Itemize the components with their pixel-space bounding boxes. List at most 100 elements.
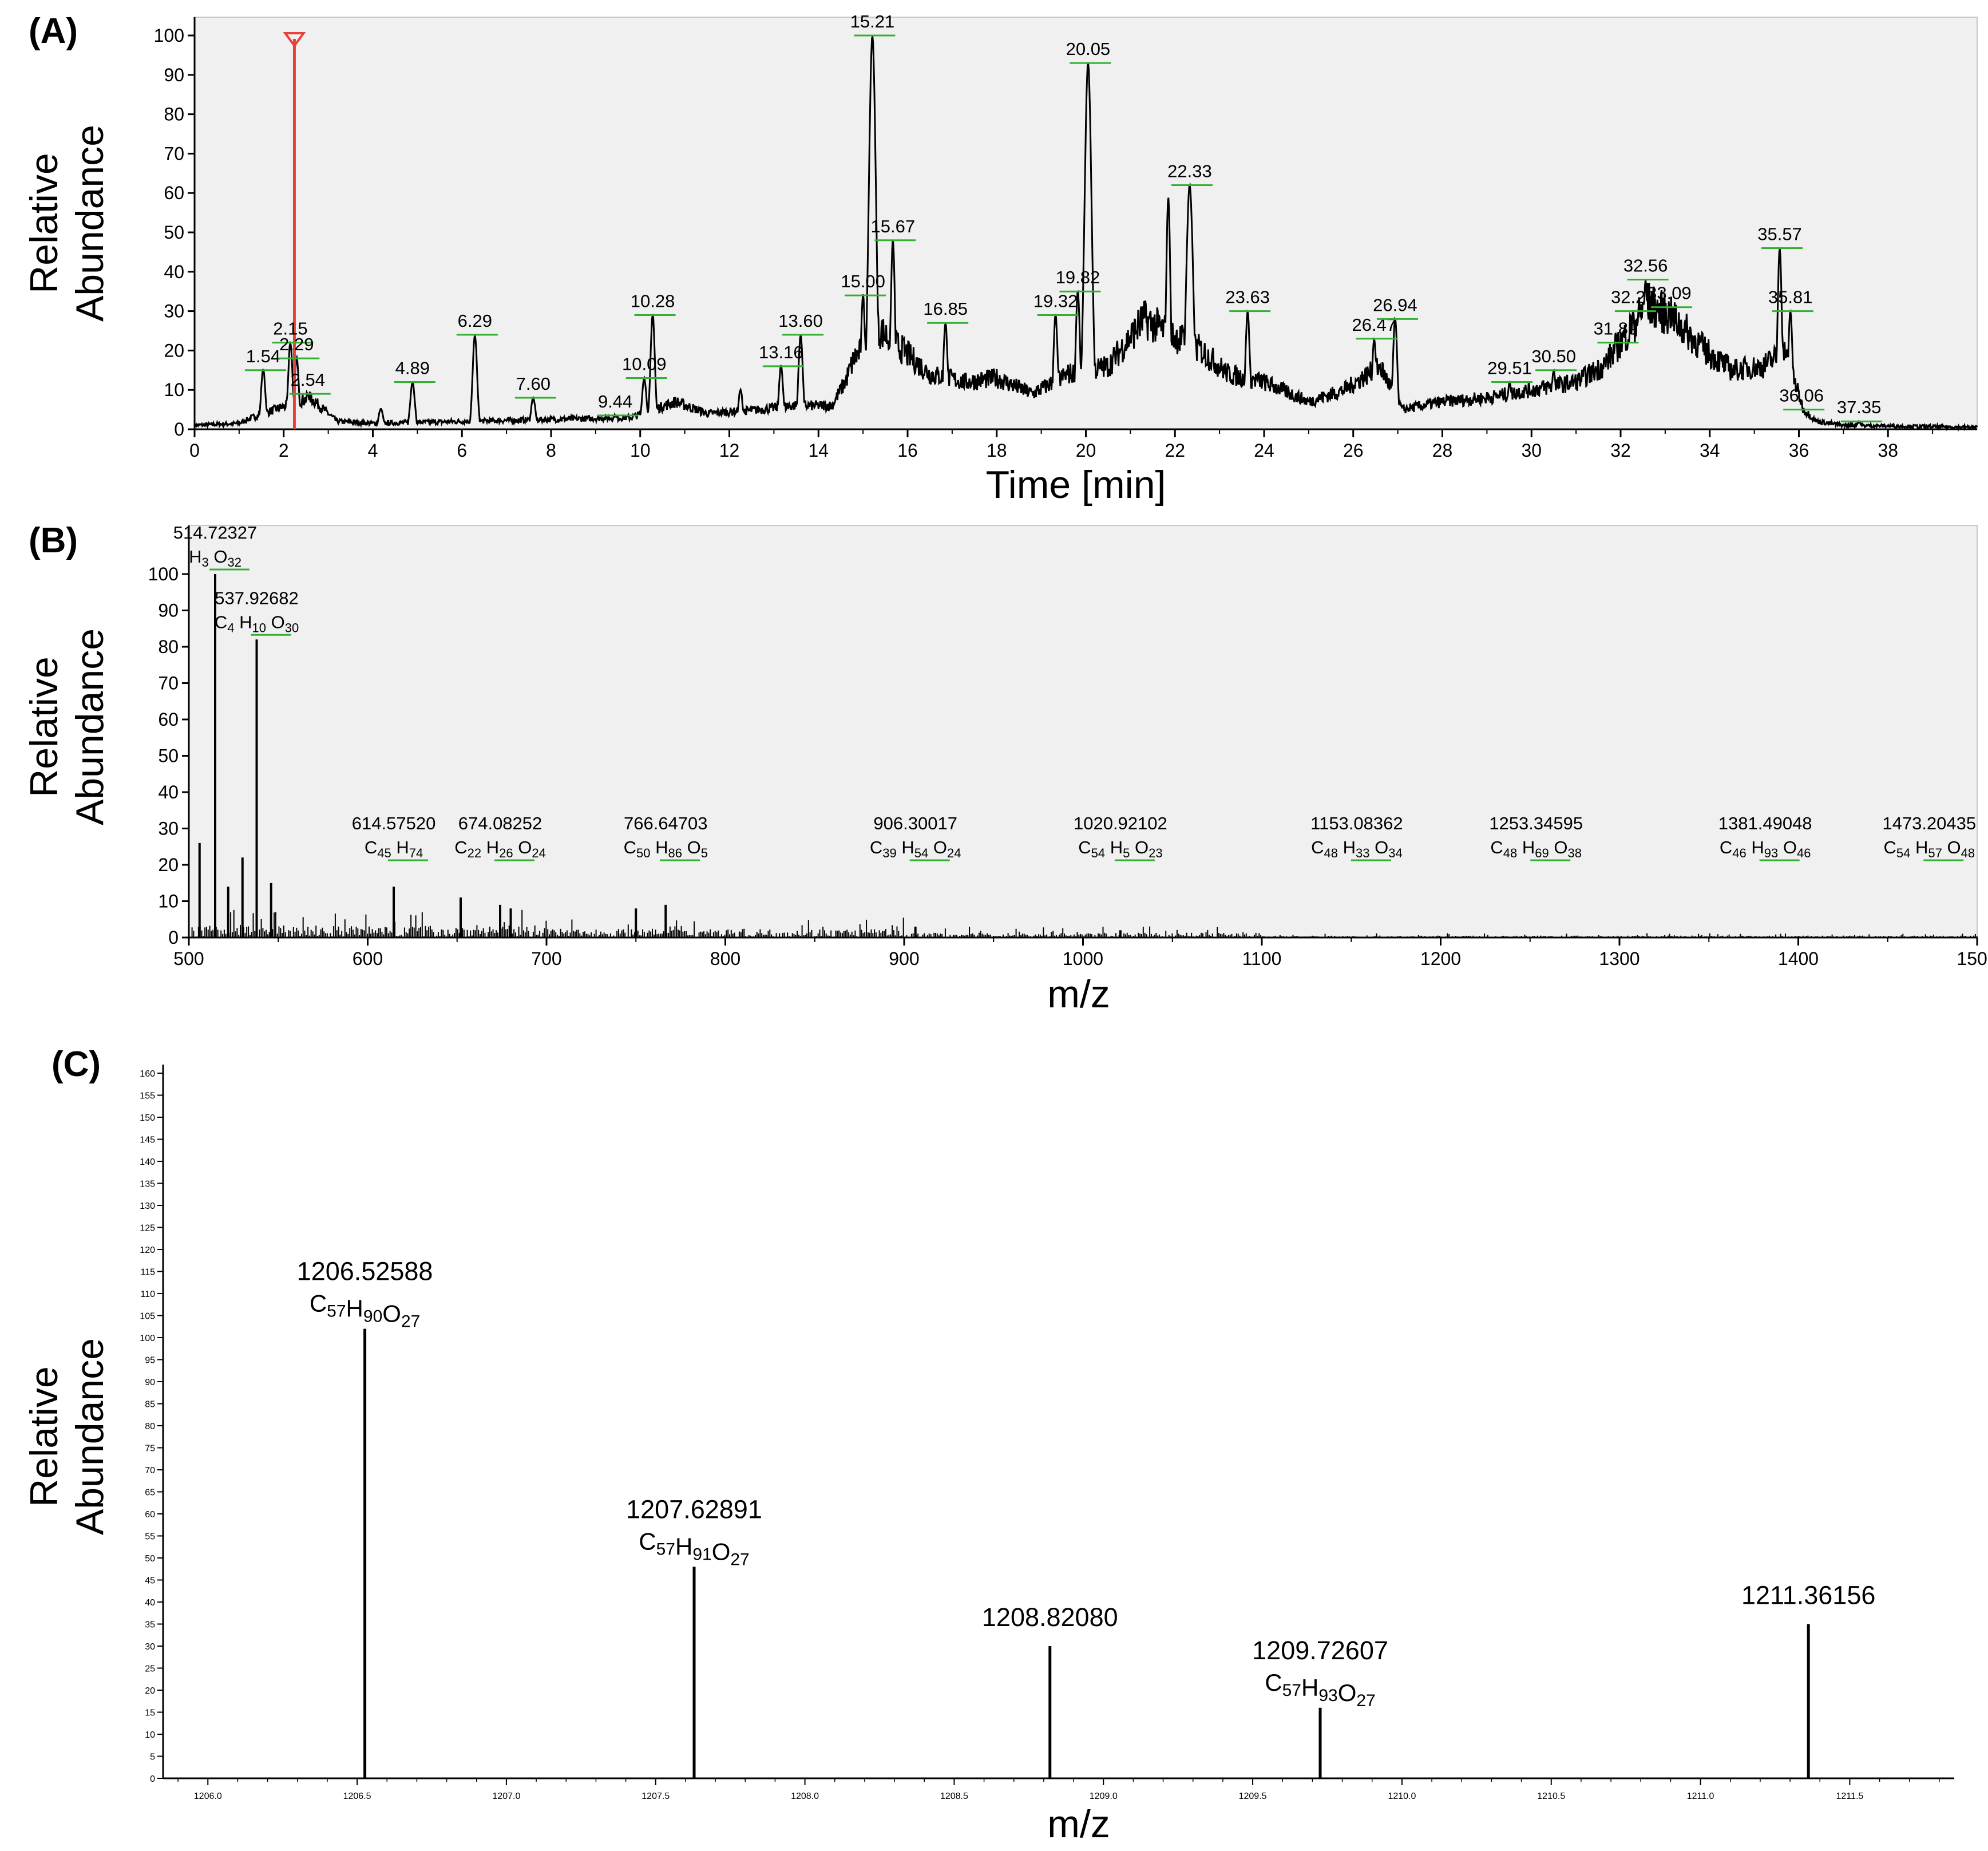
panel-a-xtick-label: 24 (1254, 440, 1274, 461)
panel-a-trace (193, 32, 1978, 432)
panel-a-xtick-label: 36 (1789, 440, 1809, 461)
formula-subscript: 46 (1732, 846, 1746, 860)
formula-subscript: 54 (1091, 846, 1105, 860)
panel-c-ytick-label: 80 (145, 1422, 155, 1431)
panel-c-ytick-label: 50 (145, 1554, 155, 1564)
formula-subscript: 33 (1356, 846, 1369, 860)
formula-space (266, 612, 271, 632)
panel-b-xtick-label: 1000 (1063, 948, 1103, 969)
formula-element: H (1301, 1674, 1318, 1701)
panel-c-label: (C) (52, 1045, 101, 1084)
panel-b-ytick-label: 100 (148, 564, 179, 584)
panel-b-ytick-label: 70 (158, 673, 179, 694)
panel-a-xtick-label: 32 (1610, 440, 1631, 461)
formula-element: O (687, 837, 701, 857)
panel-a-ytick-label: 80 (164, 104, 184, 125)
formula-element: C (870, 837, 882, 857)
formula-subscript: 23 (1149, 846, 1162, 860)
formula-space (928, 837, 933, 857)
panel-a-peak-label: 1.54 (246, 346, 280, 366)
panel-c-ytick-label: 115 (140, 1268, 155, 1277)
formula-element: O (1135, 837, 1149, 857)
panel-a-xtick-label: 4 (368, 440, 378, 461)
formula-element: H (901, 837, 914, 857)
panel-a-xtick-label: 8 (546, 440, 556, 461)
panel-c-ytick-label: 90 (145, 1378, 155, 1387)
formula-element: O (1554, 837, 1567, 857)
panel-a-peak-label: 10.28 (631, 291, 675, 311)
formula-subscript: 22 (468, 846, 481, 860)
formula-space (1517, 837, 1522, 857)
formula-space (234, 612, 239, 632)
formula-element: H (346, 1295, 363, 1322)
panel-a-peak-label: 13.16 (759, 342, 803, 362)
formula-element: H (396, 837, 409, 857)
formula-subscript: 54 (1896, 846, 1910, 860)
formula-space (1369, 837, 1375, 857)
panel-b-mass-label: 1020.92102 (1074, 813, 1167, 833)
formula-subscript: 10 (252, 620, 266, 635)
panel-b-xtick-label: 700 (531, 948, 561, 969)
panel-c-xtick-label: 1210.5 (1537, 1791, 1565, 1801)
panel-a-ytick-label: 90 (164, 65, 184, 85)
panel-a-xlabel: Time [min] (986, 463, 1166, 507)
panel-b-xtick-label: 1400 (1778, 948, 1819, 969)
formula-subscript: 48 (1961, 846, 1975, 860)
panel-b-ytick-label: 90 (158, 600, 179, 621)
formula-subscript: 5 (701, 846, 708, 860)
formula-subscript: 57 (656, 1540, 675, 1559)
panel-c-xtick-label: 1207.0 (492, 1791, 520, 1801)
panel-b-ylabel-line2: Abundance (68, 628, 112, 825)
panel-b-formula-label: C54 H57 O48 (1883, 837, 1975, 860)
formula-subscript: 57 (327, 1302, 346, 1321)
panel-b-ylabel-line1: Relative (22, 656, 66, 797)
panel-b-ytick-label: 10 (158, 891, 179, 912)
panel-b-xtick-label: 1300 (1599, 948, 1639, 969)
formula-element: C (310, 1290, 327, 1317)
panel-a-peak-label: 30.50 (1531, 346, 1576, 366)
formula-subscript: 54 (914, 846, 928, 860)
panel-c-ylabel: Relative Abundance (22, 1338, 112, 1535)
panel-c-xtick-label: 1211.5 (1836, 1791, 1864, 1801)
formula-subscript: 86 (668, 846, 682, 860)
panel-a-ylabel-line1: Relative (22, 153, 66, 294)
formula-element: O (1375, 837, 1388, 857)
panel-a-ylabel: Relative Abundance (22, 125, 112, 322)
formula-subscript: 24 (947, 846, 961, 860)
formula-subscript: 26 (499, 846, 513, 860)
panel-c-ytick-label: 15 (145, 1708, 155, 1718)
panel-c-ytick-label: 65 (145, 1488, 155, 1498)
panel-b-mass-label: 537.92682 (215, 588, 299, 608)
panel-c-xtick-label: 1207.5 (641, 1791, 670, 1801)
panel-a-chromatogram: (A) Relative Abundance Time [min] 010203… (22, 11, 1978, 507)
panel-a-plot-area (194, 17, 1978, 430)
panel-b-mass-label: 1473.20435 (1882, 813, 1976, 833)
panel-b-peaks (198, 574, 1122, 938)
panel-c-ytick-label: 145 (140, 1136, 155, 1145)
panel-a-marker-triangle (283, 32, 306, 48)
panel-c-xtick-label: 1209.5 (1239, 1791, 1267, 1801)
panel-b-ytick-label: 20 (158, 855, 179, 875)
panel-a-peak-label: 10.09 (622, 354, 667, 374)
formula-subscript: 27 (730, 1550, 749, 1569)
panel-b-ytick-label: 0 (168, 927, 179, 948)
formula-subscript: 4 (227, 620, 234, 635)
panel-b-formula-label: C48 H33 O34 (1311, 837, 1403, 860)
panel-a-peak-label: 7.60 (516, 374, 551, 394)
formula-space (1747, 837, 1752, 857)
formula-space (682, 837, 687, 857)
panel-b-mass-label: 614.57520 (352, 813, 436, 833)
panel-a-xtick-label: 16 (897, 440, 918, 461)
panel-b-ytick-label: 80 (158, 636, 179, 657)
panel-a-xtick-label: 34 (1700, 440, 1720, 461)
formula-element: H (486, 837, 499, 857)
panel-c-ytick-label: 95 (145, 1356, 155, 1366)
formula-element: C (454, 837, 467, 857)
formula-space (1338, 837, 1343, 857)
panel-c-ytick-label: 105 (140, 1312, 155, 1322)
panel-c-peaks (363, 1328, 1810, 1778)
panel-a-peak-label: 4.89 (395, 358, 430, 378)
panel-c-xtick-label: 1206.0 (194, 1791, 222, 1801)
panel-b-xtick-label: 600 (353, 948, 383, 969)
